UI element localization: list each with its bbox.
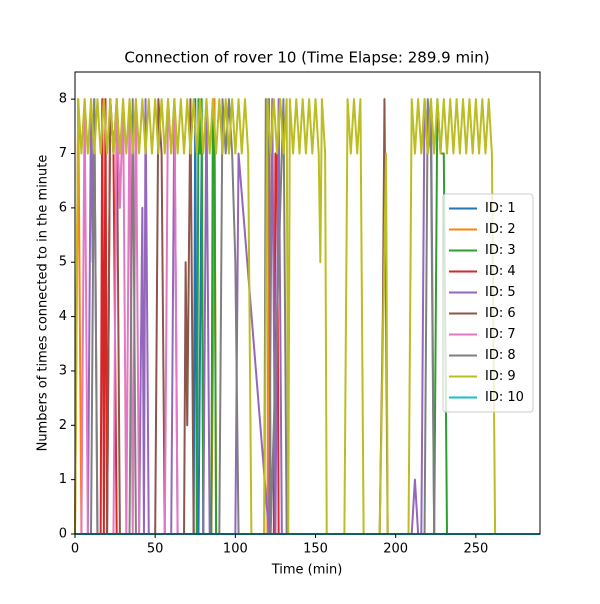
x-tick-label: 100: [223, 542, 248, 557]
y-tick-label: 5: [59, 255, 67, 270]
legend-label: ID: 10: [485, 390, 524, 405]
legend-label: ID: 8: [485, 348, 516, 363]
y-tick-label: 3: [59, 363, 67, 378]
y-tick-label: 7: [59, 146, 67, 161]
legend-label: ID: 4: [485, 264, 516, 279]
y-tick-label: 0: [59, 527, 67, 542]
x-tick-label: 200: [383, 542, 408, 557]
legend: ID: 1 ID: 2 ID: 3 ID: 4 ID: 5 ID: 6 ID: 7 ID: 8…: [442, 193, 534, 413]
y-tick-label: 4: [59, 309, 67, 324]
y-axis-label: Numbers of times connected to in the min…: [36, 155, 51, 452]
y-tick-label: 2: [59, 418, 67, 433]
legend-label: ID: 3: [485, 243, 516, 258]
x-tick-label: 150: [303, 542, 328, 557]
series-line: [74, 98, 540, 535]
y-tick-label: 6: [59, 200, 67, 215]
x-axis-label: Time (min): [271, 563, 343, 578]
legend-box: [442, 193, 534, 413]
legend-label: ID: 5: [485, 285, 516, 300]
legend-label: ID: 9: [485, 369, 516, 384]
legend-label: ID: 6: [485, 306, 516, 321]
legend-label: ID: 7: [485, 327, 516, 342]
y-tick-label: 8: [59, 92, 67, 107]
chart-title: Connection of rover 10 (Time Elapse: 289…: [124, 49, 489, 67]
legend-label: ID: 1: [485, 201, 516, 216]
x-tick-label: 50: [147, 542, 164, 557]
x-tick-label: 0: [71, 542, 79, 557]
plot-frame: [74, 71, 541, 535]
legend-label: ID: 2: [485, 222, 516, 237]
x-tick-label: 250: [463, 542, 488, 557]
y-tick-label: 1: [59, 472, 67, 487]
